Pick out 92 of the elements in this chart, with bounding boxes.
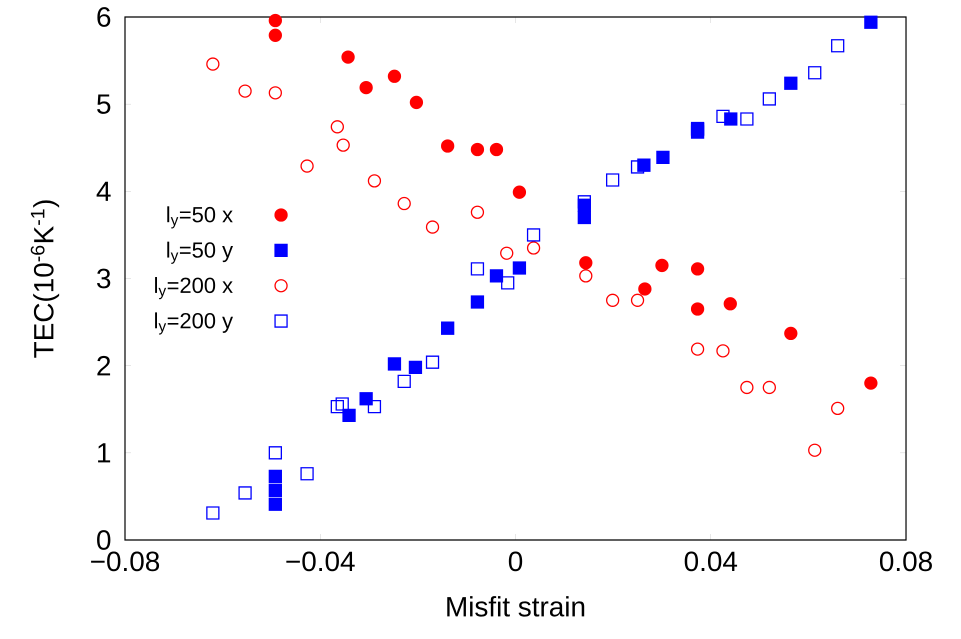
point: [762, 92, 776, 106]
x-tick-label: 0.08: [880, 552, 932, 572]
legend-label: l$_{y}$=50 y: [167, 242, 234, 264]
x-tick-label: 0: [508, 552, 522, 572]
y-tick-label: 4: [96, 182, 111, 201]
point: [441, 139, 454, 153]
y-tick-label: 3: [97, 268, 110, 288]
point: [579, 256, 592, 270]
point: [268, 484, 282, 497]
y-tick-label: 1: [98, 443, 110, 462]
point: [341, 50, 355, 64]
point: [342, 408, 356, 422]
point: [470, 142, 484, 156]
point: [336, 138, 350, 152]
point: [606, 294, 620, 307]
x-tick-label: −0.08: [91, 552, 160, 572]
point: [740, 112, 754, 126]
point: [268, 14, 282, 28]
point: [724, 297, 737, 310]
point: [268, 86, 282, 100]
point: [784, 326, 798, 340]
point: [526, 241, 540, 255]
point: [330, 400, 344, 414]
point: [716, 344, 730, 358]
point: [690, 262, 704, 276]
point: [578, 210, 591, 224]
point: [716, 110, 730, 124]
point: [831, 402, 844, 416]
point: [762, 380, 776, 394]
legend-label: l$_{y}$=200 x: [155, 277, 233, 300]
point: [501, 276, 514, 290]
point: [512, 186, 526, 199]
point: [398, 374, 411, 388]
legend-label: l$_{y}$=50 x: [167, 206, 233, 228]
point: [490, 142, 504, 156]
y-tick-label: 6: [97, 7, 110, 27]
point: [526, 228, 540, 242]
point: [784, 76, 798, 90]
point: [864, 376, 878, 390]
point: [359, 80, 373, 94]
point: [470, 295, 484, 309]
point: [740, 380, 754, 394]
point: [630, 294, 644, 307]
point: [808, 444, 822, 457]
point: [238, 84, 252, 98]
point: [470, 262, 484, 276]
point: [630, 160, 644, 174]
point: [206, 57, 220, 71]
point: [638, 282, 652, 296]
point: [268, 446, 282, 460]
point: [579, 269, 592, 283]
point: [441, 322, 454, 335]
point: [864, 16, 878, 29]
point: [336, 397, 349, 411]
point: [500, 246, 514, 260]
point: [300, 467, 314, 480]
point: [388, 357, 402, 371]
x-tick-label: −0.04: [286, 552, 355, 572]
point: [330, 120, 344, 134]
point: [690, 342, 704, 356]
point: [368, 400, 382, 414]
point: [470, 206, 484, 219]
y-axis-title: TEC(10$^{-6}$K$^{-1}$): [30, 200, 60, 358]
point: [398, 196, 411, 210]
point: [512, 261, 526, 275]
y-tick-label: 0: [97, 530, 110, 550]
point: [408, 360, 422, 374]
point: [359, 392, 373, 406]
point: [410, 96, 424, 110]
point: [238, 486, 252, 500]
point: [268, 498, 282, 511]
point: [368, 174, 382, 188]
x-axis-title: Misfit strain: [447, 596, 584, 617]
point: [808, 66, 822, 80]
point: [388, 70, 402, 83]
point: [606, 173, 620, 187]
x-tick-label: 0.04: [684, 552, 738, 572]
point: [206, 506, 220, 520]
point: [426, 356, 440, 369]
point: [268, 470, 282, 484]
y-tick-label: 2: [97, 356, 110, 376]
y-tick-label: 5: [97, 94, 110, 114]
point: [578, 195, 591, 208]
point: [831, 39, 844, 52]
point: [300, 159, 314, 173]
point: [268, 28, 282, 42]
point: [490, 269, 504, 283]
point: [690, 302, 704, 316]
point: [655, 258, 669, 272]
legend-label: l$_{y}$=200 y: [155, 312, 233, 335]
point: [426, 220, 440, 234]
point: [656, 150, 670, 164]
